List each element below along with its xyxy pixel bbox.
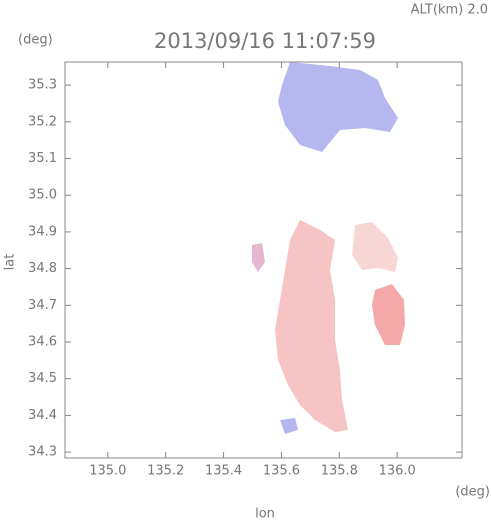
y-unit: (deg) [18,33,53,48]
echo-region [280,418,298,434]
echo-region [372,284,405,345]
x-tick-label: 136.0 [379,464,416,479]
x-tick-label: 135.4 [205,464,242,479]
y-tick-label: 34.9 [28,224,57,239]
x-tick-label: 135.6 [263,464,300,479]
y-tick-label: 35.1 [28,151,57,166]
x-axis-label: lon [255,507,275,521]
altitude-label: ALT(km) 2.0 [411,3,488,18]
y-tick-label: 34.5 [28,371,57,386]
y-tick-label: 34.3 [28,445,57,460]
echo-region [252,243,265,272]
echo-region [352,222,398,272]
y-axis-label: lat [3,254,18,271]
x-unit: (deg) [455,485,490,500]
y-tick-label: 34.6 [28,335,57,350]
x-tick-label: 135.0 [89,464,126,479]
echo-regions [252,62,405,434]
y-tick-label: 34.7 [28,298,57,313]
y-tick-label: 35.3 [28,78,57,93]
x-tick-label: 135.2 [147,464,184,479]
echo-region [275,220,348,432]
y-tick-label: 34.8 [28,261,57,276]
x-tick-label: 135.8 [321,464,358,479]
y-tick-label: 35.2 [28,114,57,129]
chart-title: 2013/09/16 11:07:59 [154,29,376,53]
y-tick-label: 35.0 [28,188,57,203]
y-tick-label: 34.4 [28,408,57,423]
plot-frame [64,61,463,459]
echo-region [278,62,398,152]
